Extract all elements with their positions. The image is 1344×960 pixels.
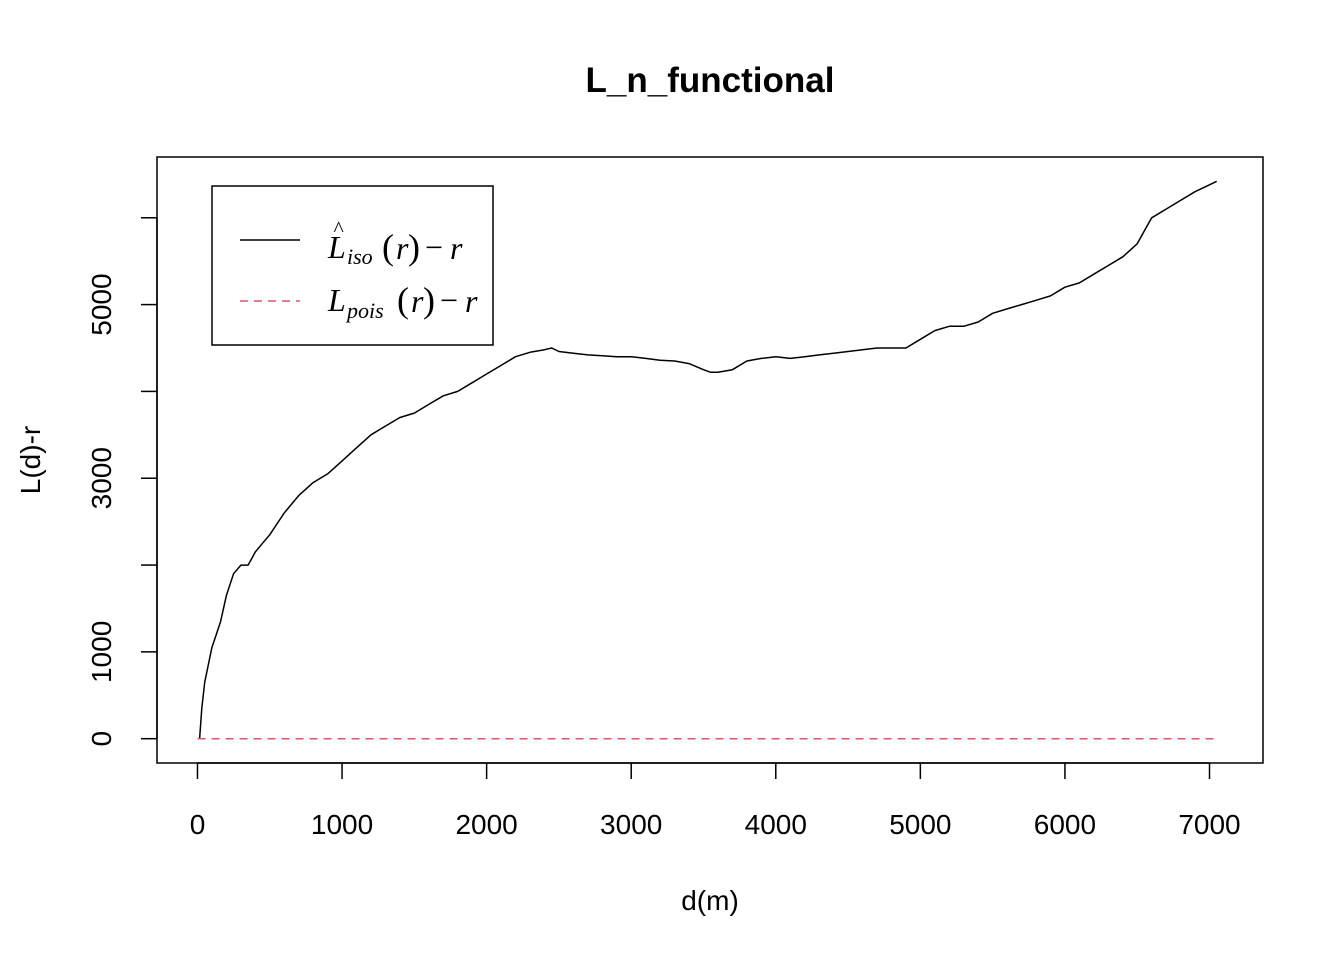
legend-iso-arg: r bbox=[396, 230, 409, 266]
y-axis: 0 1000 3000 5000 bbox=[86, 217, 158, 747]
x-axis-label: d(m) bbox=[681, 885, 739, 916]
y-axis-label: L(d)-r bbox=[15, 426, 46, 494]
legend-iso-minus: − bbox=[425, 229, 443, 265]
y-tick-label: 5000 bbox=[86, 273, 117, 335]
x-tick-label: 2000 bbox=[455, 809, 517, 840]
legend-iso-rparen: ) bbox=[408, 227, 420, 267]
legend-pois-arg: r bbox=[411, 283, 424, 319]
legend-iso-sub: iso bbox=[347, 244, 373, 269]
x-tick-label: 5000 bbox=[889, 809, 951, 840]
chart-title: L_n_functional bbox=[586, 61, 835, 100]
x-tick-label: 3000 bbox=[600, 809, 662, 840]
legend: L ^ iso ( r ) − r L pois ( r ) − r bbox=[211, 185, 494, 346]
legend-iso-lparen: ( bbox=[382, 227, 394, 267]
y-tick-label: 0 bbox=[86, 731, 117, 747]
y-tick-label: 3000 bbox=[86, 447, 117, 509]
x-axis: 0 1000 2000 3000 4000 5000 6000 7000 bbox=[190, 762, 1241, 840]
legend-box bbox=[211, 185, 494, 346]
legend-pois-minus: − bbox=[440, 282, 458, 318]
x-tick-label: 6000 bbox=[1034, 809, 1096, 840]
legend-entry-pois: L pois ( r ) − r bbox=[327, 280, 478, 323]
series-layer bbox=[197, 180, 1218, 740]
legend-iso-main: L bbox=[327, 229, 346, 265]
legend-iso-hat: ^ bbox=[333, 216, 344, 241]
series-line-iso bbox=[197, 180, 1218, 740]
legend-iso-tail: r bbox=[450, 230, 463, 266]
legend-pois-sub: pois bbox=[345, 298, 384, 323]
legend-pois-main: L bbox=[327, 282, 346, 318]
x-tick-label: 4000 bbox=[745, 809, 807, 840]
x-tick-label: 0 bbox=[190, 809, 206, 840]
legend-pois-rparen: ) bbox=[423, 280, 435, 320]
legend-pois-lparen: ( bbox=[397, 280, 409, 320]
x-tick-label: 1000 bbox=[311, 809, 373, 840]
x-tick-label: 7000 bbox=[1178, 809, 1240, 840]
legend-pois-tail: r bbox=[465, 283, 478, 319]
y-tick-label: 1000 bbox=[86, 621, 117, 683]
legend-entry-iso: L ^ iso ( r ) − r bbox=[327, 216, 463, 269]
